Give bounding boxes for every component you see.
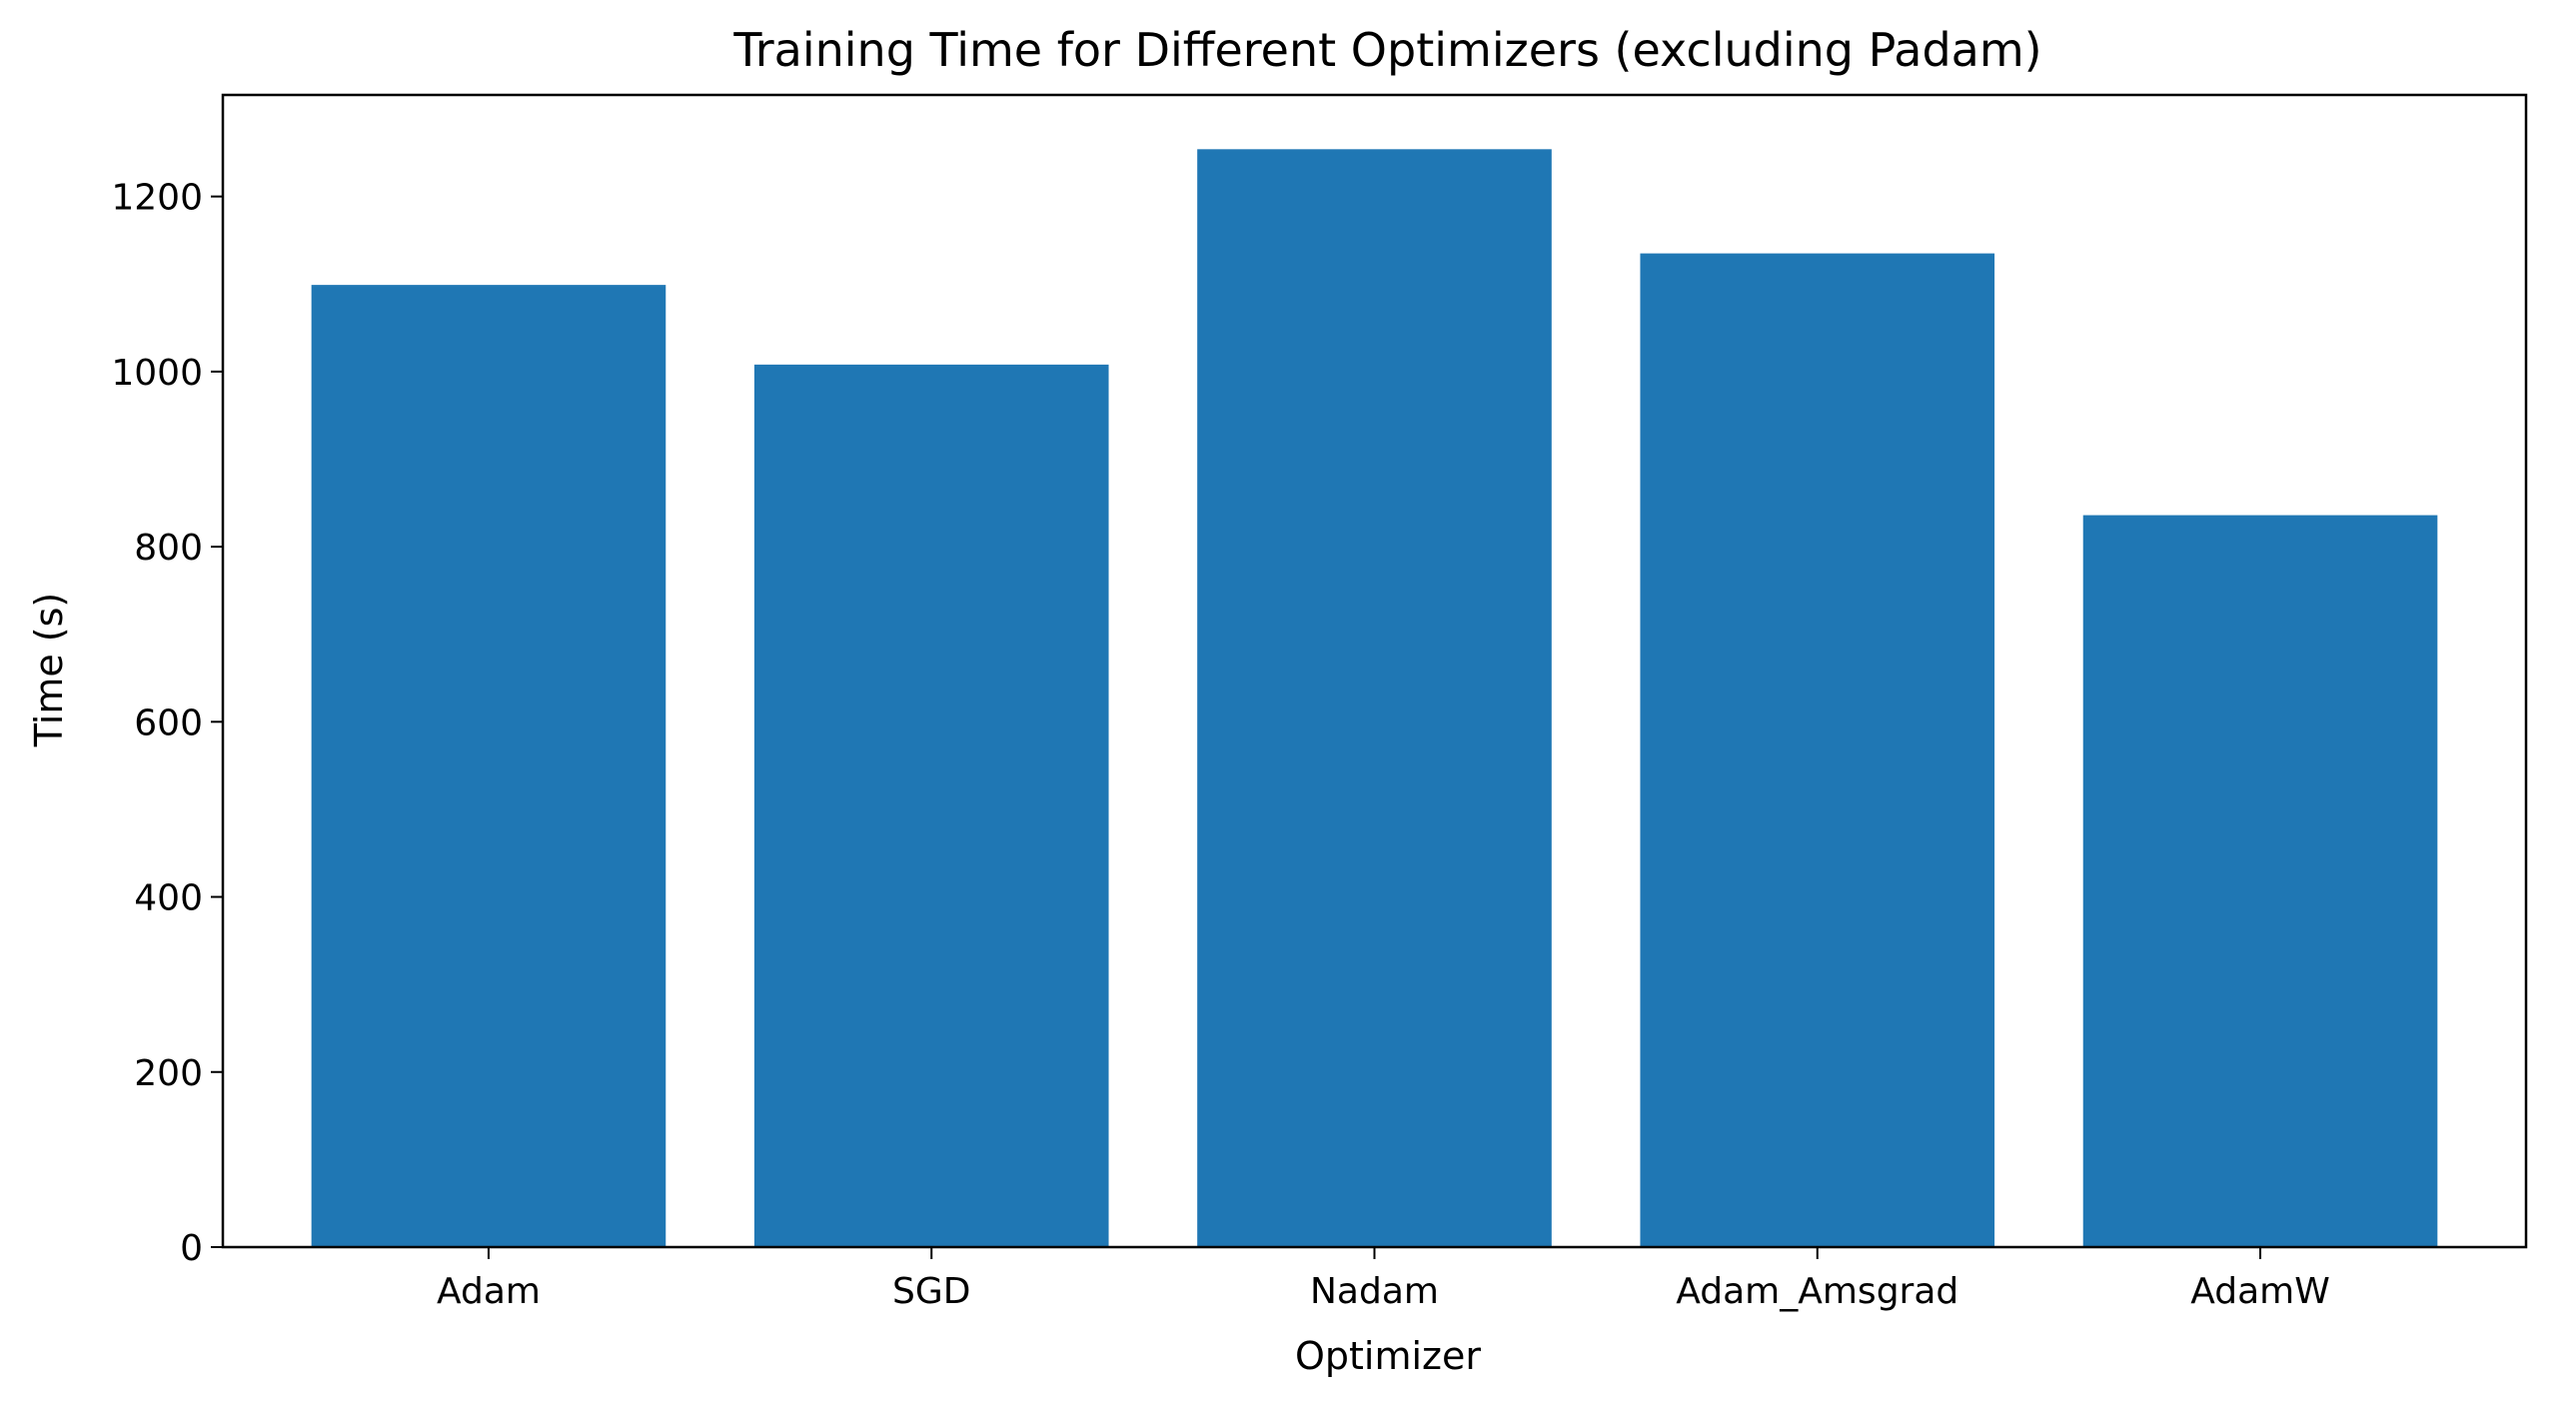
bar-adam <box>311 285 666 1248</box>
chart-title: Training Time for Different Optimizers (… <box>732 23 2041 77</box>
x-tick-label: Adam <box>437 1271 541 1312</box>
y-axis-label: Time (s) <box>27 593 71 748</box>
x-tick-label: Adam_Amsgrad <box>1676 1271 1958 1312</box>
bar-nadam <box>1197 149 1552 1247</box>
x-tick-label: Nadam <box>1310 1271 1439 1312</box>
y-tick-label: 400 <box>134 878 203 919</box>
y-tick-label: 200 <box>134 1053 203 1094</box>
bar-adamw <box>2082 515 2438 1247</box>
x-axis-label: Optimizer <box>1295 1334 1481 1378</box>
x-axis-ticks: Adam SGD Nadam Adam_Amsgrad AdamW <box>437 1247 2330 1312</box>
bar-sgd <box>753 364 1109 1247</box>
bars-group <box>311 149 2438 1248</box>
x-tick-label: AdamW <box>2190 1271 2330 1312</box>
y-axis-ticks: 0 200 400 600 800 1000 1200 <box>111 178 223 1269</box>
y-tick-label: 1200 <box>111 178 203 219</box>
y-tick-label: 0 <box>180 1228 203 1269</box>
y-tick-label: 600 <box>134 703 203 743</box>
y-tick-label: 800 <box>134 528 203 569</box>
y-tick-label: 1000 <box>111 353 203 394</box>
x-tick-label: SGD <box>892 1271 970 1312</box>
bar-adam-amsgrad <box>1640 253 1995 1248</box>
plot-frame <box>221 93 2528 1249</box>
